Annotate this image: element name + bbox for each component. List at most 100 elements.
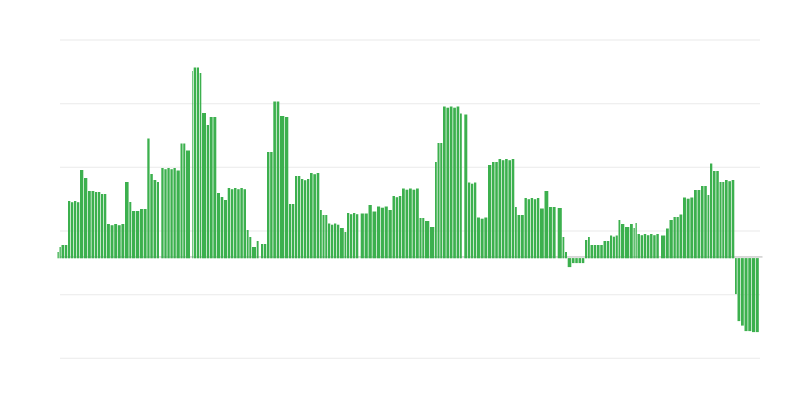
bar <box>508 160 511 259</box>
bar <box>136 211 140 259</box>
bar <box>310 173 313 259</box>
bar <box>741 258 744 326</box>
bar <box>276 101 280 259</box>
bar <box>57 252 59 259</box>
bar <box>552 207 556 259</box>
bar <box>405 189 409 259</box>
bar <box>731 180 735 259</box>
bar <box>147 138 150 259</box>
bar <box>581 258 585 264</box>
bar <box>456 106 460 259</box>
bar <box>676 217 679 259</box>
bar <box>356 214 359 259</box>
bar <box>565 252 567 259</box>
bar <box>143 209 147 259</box>
bar <box>153 180 157 259</box>
bar <box>285 117 289 259</box>
bar <box>748 258 752 332</box>
bar <box>117 225 121 259</box>
bar <box>256 241 259 259</box>
bar <box>368 205 372 259</box>
bar <box>650 234 653 259</box>
bar <box>752 258 756 333</box>
bar <box>416 188 419 259</box>
bar <box>728 181 731 259</box>
bar <box>600 245 603 259</box>
bar <box>690 197 694 259</box>
bar <box>59 247 61 259</box>
bar <box>477 217 480 259</box>
bar <box>422 218 425 259</box>
bar <box>437 143 440 259</box>
bar <box>524 198 527 259</box>
bar <box>167 168 170 259</box>
bar <box>646 235 650 259</box>
bar <box>635 223 637 259</box>
bar <box>710 163 713 259</box>
bar <box>549 207 552 259</box>
bar <box>337 224 340 259</box>
bar <box>694 190 697 259</box>
bar <box>474 182 477 259</box>
bar <box>395 197 399 259</box>
bar <box>101 194 104 259</box>
bar <box>213 117 217 259</box>
bar <box>328 223 331 259</box>
bar <box>270 152 273 259</box>
bar <box>468 182 471 259</box>
bar <box>536 198 540 259</box>
bar <box>683 197 686 259</box>
bar <box>517 215 521 259</box>
bar <box>298 176 301 259</box>
bar <box>243 189 246 259</box>
bar <box>107 224 110 259</box>
bar <box>725 180 728 259</box>
bar <box>199 73 202 259</box>
bar <box>91 191 95 259</box>
bar <box>480 218 484 259</box>
bar <box>719 182 722 259</box>
bar <box>412 189 416 259</box>
bar <box>572 258 575 264</box>
bar <box>716 171 719 259</box>
bar <box>74 201 77 259</box>
bar <box>625 227 630 259</box>
bar <box>505 159 508 259</box>
bar <box>170 169 173 259</box>
bar <box>707 195 710 259</box>
bar <box>630 224 633 259</box>
bar <box>755 258 759 333</box>
bar <box>322 215 325 259</box>
bar <box>722 182 725 259</box>
bar <box>656 234 659 259</box>
bar <box>686 198 690 259</box>
bar <box>350 214 353 259</box>
bar <box>114 224 118 259</box>
bar <box>449 106 453 259</box>
bar <box>735 258 737 295</box>
bar <box>217 193 220 259</box>
bar <box>527 199 530 259</box>
bar <box>334 223 337 259</box>
bar <box>640 235 644 259</box>
bar <box>669 220 673 259</box>
bar <box>157 182 159 259</box>
bar <box>593 245 597 259</box>
bar <box>240 188 243 259</box>
bar <box>150 174 153 259</box>
bar <box>567 258 572 268</box>
bar <box>64 245 68 259</box>
bar <box>325 215 328 259</box>
bar <box>578 258 582 264</box>
bar <box>301 179 304 259</box>
bar <box>398 196 402 259</box>
bar <box>68 201 71 259</box>
bar <box>192 71 193 259</box>
bar <box>313 174 316 259</box>
bar <box>443 106 446 259</box>
bar <box>402 188 405 259</box>
bar <box>637 234 640 259</box>
bar <box>610 235 613 259</box>
